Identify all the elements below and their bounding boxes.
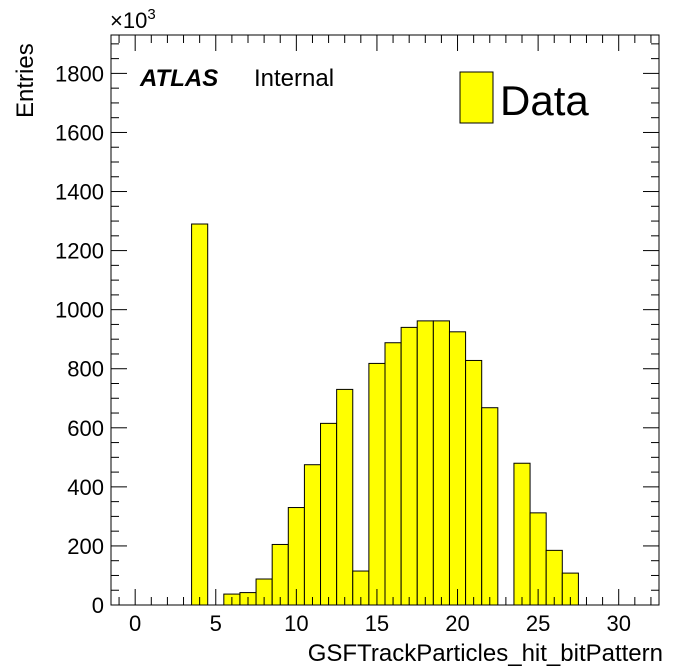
y-tick-label: 1000 (55, 298, 104, 323)
y-axis-title: Entries (12, 43, 39, 118)
histogram-bar (368, 362, 386, 606)
y-tick-label: 1800 (55, 61, 104, 86)
x-tick-label: 30 (606, 611, 630, 636)
plot-frame (110, 34, 660, 606)
histogram-bar (481, 407, 499, 606)
y-tick-label: 800 (67, 357, 104, 382)
x-tick-label: 5 (210, 611, 222, 636)
histogram-bar (400, 326, 418, 606)
histogram-bar (271, 543, 289, 606)
histogram-bar (432, 320, 450, 606)
legend-swatch-data (459, 71, 494, 124)
x-tick-label: 10 (284, 611, 308, 636)
histogram-bar (465, 359, 483, 606)
histogram-bar (303, 464, 322, 606)
x-tick-label: 0 (129, 611, 141, 636)
x-tick-label: 25 (526, 611, 550, 636)
y-multiplier-exponent: 3 (147, 6, 155, 23)
atlas-status-label: Internal (254, 65, 334, 92)
histogram-bar (191, 223, 209, 606)
histogram-bars (191, 223, 579, 606)
histogram-bar (336, 388, 354, 606)
y-multiplier-base: ×10 (110, 8, 147, 33)
histogram-bar (416, 320, 434, 606)
x-tick-labels: 0 5 10 15 20 25 30 (129, 611, 631, 636)
y-tick-label: 200 (67, 534, 104, 559)
histogram-bar (513, 462, 531, 606)
y-tick-label: 1400 (55, 180, 104, 205)
histogram-bar (448, 331, 467, 606)
y-tick-label: 0 (92, 593, 104, 618)
x-axis-title: GSFTrackParticles_hit_bitPattern (308, 640, 663, 667)
y-tick-label: 600 (67, 416, 104, 441)
major-ticks (111, 35, 659, 606)
x-tick-label: 20 (445, 611, 469, 636)
histogram-bar (320, 422, 338, 606)
y-tick-label: 400 (67, 475, 104, 500)
y-axis-multiplier: ×103 (110, 6, 156, 33)
minor-ticks (111, 35, 659, 605)
atlas-label: ATLAS (139, 65, 218, 92)
legend: Data (459, 71, 589, 124)
legend-label-data: Data (500, 77, 589, 124)
y-tick-label: 1200 (55, 239, 104, 264)
x-tick-label: 15 (365, 611, 389, 636)
histogram-bar (384, 342, 402, 606)
y-tick-label: 1600 (55, 120, 104, 145)
histogram-bar (545, 549, 563, 606)
y-tick-labels: 0 200 400 600 800 1000 1200 1400 1600 1800 (55, 61, 104, 618)
